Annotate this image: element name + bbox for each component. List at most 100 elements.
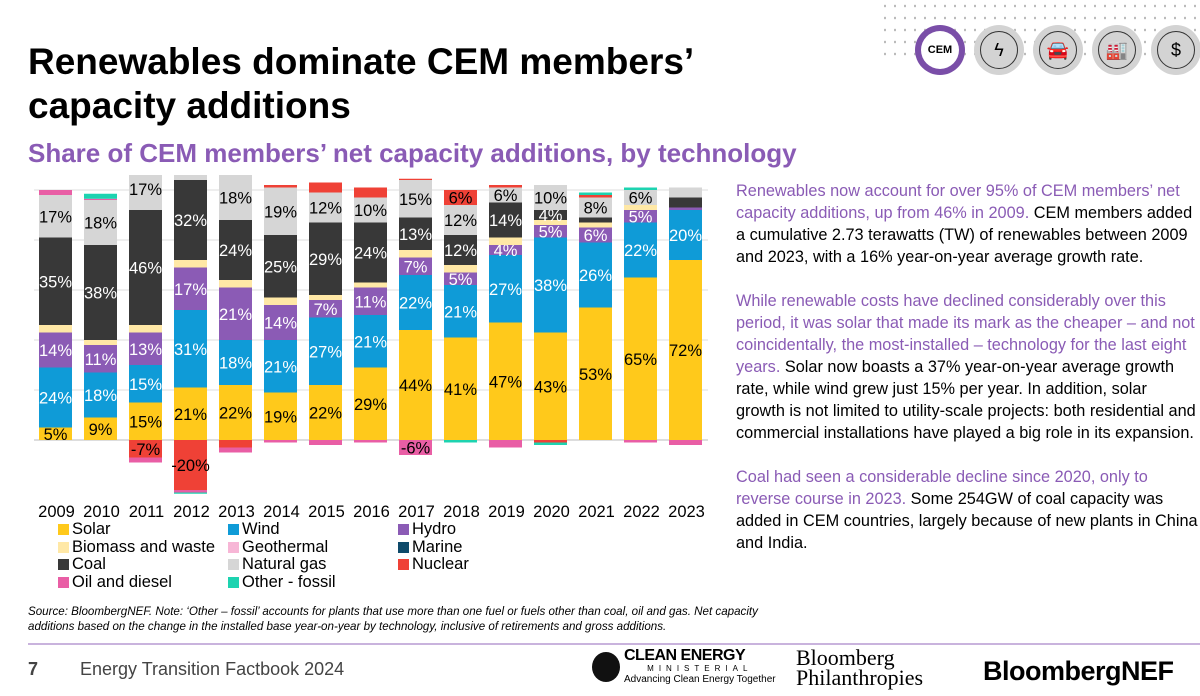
data-label: 24% xyxy=(39,390,72,408)
bar-segment xyxy=(444,265,477,273)
x-tick-label: 2009 xyxy=(38,503,75,521)
legend-swatch xyxy=(228,524,239,536)
bar-segment xyxy=(129,175,162,210)
data-label: 44% xyxy=(399,377,432,395)
data-label: 7% xyxy=(404,258,428,276)
bar-segment xyxy=(309,317,342,385)
data-label: 17% xyxy=(39,208,72,226)
legend-swatch xyxy=(58,524,69,536)
bar-segment xyxy=(39,325,72,333)
data-label: 21% xyxy=(264,358,297,376)
bar-segment xyxy=(84,198,117,200)
bar-segment xyxy=(174,492,207,494)
bar-segment xyxy=(129,210,162,325)
data-label: 27% xyxy=(489,281,522,299)
legend-label: Hydro xyxy=(412,520,457,539)
data-label: 53% xyxy=(579,366,612,384)
data-label: 14% xyxy=(39,342,72,360)
footer-divider xyxy=(28,643,1200,645)
bar-segment xyxy=(174,440,207,490)
bar-segment xyxy=(624,277,657,440)
data-label: 22% xyxy=(399,295,432,313)
data-label: 21% xyxy=(174,406,207,424)
bar-segment xyxy=(444,235,477,265)
legend-label: Biomass and waste xyxy=(72,537,216,556)
bar-segment xyxy=(624,187,657,190)
bar-segment xyxy=(84,340,117,345)
data-label: 41% xyxy=(444,381,477,399)
data-label: 31% xyxy=(174,341,207,359)
globe-icon xyxy=(592,651,620,682)
legend-swatch xyxy=(58,576,69,588)
data-label: -20% xyxy=(171,457,210,475)
legend-label: Coal xyxy=(72,555,106,574)
bar-segment xyxy=(219,385,252,440)
bar-segment xyxy=(534,185,567,210)
data-label: 13% xyxy=(399,226,432,244)
commentary: Renewables now account for over 95% of C… xyxy=(736,180,1200,576)
legend-item: Nuclear xyxy=(398,555,469,574)
data-label: 7% xyxy=(314,301,338,319)
bar-segment xyxy=(534,442,567,445)
bar-segment xyxy=(129,325,162,333)
bar-segment xyxy=(174,267,207,310)
bar-segment xyxy=(579,307,612,440)
legend-label: Oil and diesel xyxy=(72,572,172,591)
legend-item: Other - fossil xyxy=(228,573,398,592)
bar-segment xyxy=(354,222,387,283)
bar-segment xyxy=(399,250,432,258)
bar-segment xyxy=(264,340,297,393)
cem-badge-icon: CEM xyxy=(915,25,965,75)
bar-segment xyxy=(129,332,162,365)
bar-segment xyxy=(219,175,252,220)
bar-segment xyxy=(129,402,162,440)
bar-segment xyxy=(39,190,72,195)
bar-segment xyxy=(354,367,387,440)
x-tick-label: 2020 xyxy=(533,503,570,521)
legend-swatch xyxy=(228,576,239,588)
bar-segment xyxy=(219,220,252,280)
legend-label: Geothermal xyxy=(242,537,329,556)
bar-segment xyxy=(669,210,702,260)
bar-segment xyxy=(39,367,72,428)
data-label: 10% xyxy=(354,202,387,220)
data-label: 5% xyxy=(44,426,68,444)
data-label: 46% xyxy=(129,260,162,278)
bar-segment xyxy=(219,340,252,385)
bar-segment xyxy=(354,440,387,443)
bar-segment xyxy=(174,387,207,440)
legend-item: Oil and diesel xyxy=(58,573,228,592)
data-label: 10% xyxy=(534,190,567,208)
bar-segment xyxy=(489,237,522,245)
data-label: 8% xyxy=(584,200,608,218)
data-label: 5% xyxy=(629,208,653,226)
bar-segment xyxy=(624,440,657,443)
legend-item: Marine xyxy=(398,538,462,557)
data-label: 25% xyxy=(264,258,297,276)
bar-segment xyxy=(264,185,297,188)
data-label: 9% xyxy=(89,421,113,439)
bar-segment xyxy=(624,205,657,210)
data-label: 21% xyxy=(219,306,252,324)
bar-segment xyxy=(624,190,657,205)
data-label: 29% xyxy=(354,396,387,414)
x-tick-label: 2016 xyxy=(353,503,390,521)
commentary-paragraph: While renewable costs have declined cons… xyxy=(736,292,1196,442)
bar-segment xyxy=(534,225,567,238)
bar-segment xyxy=(624,222,657,278)
bar-segment xyxy=(669,207,702,210)
bar-segment xyxy=(669,187,702,198)
bar-segment xyxy=(84,417,117,440)
x-tick-label: 2012 xyxy=(173,503,210,521)
bnef-logo: BloombergNEF xyxy=(983,656,1174,686)
x-tick-label: 2021 xyxy=(578,503,615,521)
x-tick-label: 2018 xyxy=(443,503,480,521)
legend-item: Wind xyxy=(228,520,398,539)
bar-segment xyxy=(579,195,612,198)
bar-segment xyxy=(534,237,567,333)
data-label: 11% xyxy=(355,293,387,311)
data-label: 35% xyxy=(39,273,72,291)
bar-segment xyxy=(84,200,117,245)
bar-segment xyxy=(399,178,432,180)
data-label: 4% xyxy=(539,207,563,225)
